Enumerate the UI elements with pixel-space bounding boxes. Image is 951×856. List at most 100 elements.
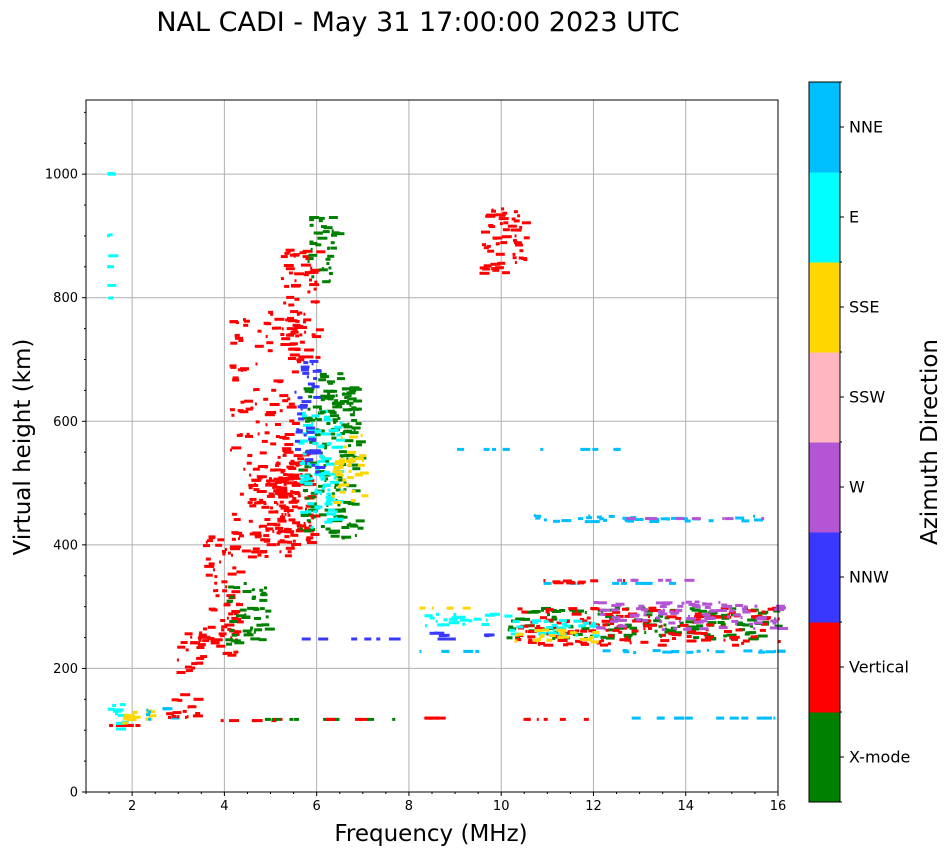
data-point (320, 525, 325, 528)
data-point (304, 348, 315, 352)
data-point (132, 715, 141, 719)
data-point (266, 479, 276, 483)
trace-e (107, 172, 119, 300)
data-point (314, 280, 318, 284)
data-point (309, 528, 316, 531)
trace-sse (514, 628, 600, 644)
data-point (708, 609, 715, 613)
data-point (185, 669, 193, 673)
data-point (300, 405, 308, 409)
data-point (292, 476, 301, 480)
data-point (290, 533, 299, 537)
data-point (227, 653, 237, 657)
data-point (306, 375, 309, 379)
data-point (557, 635, 565, 639)
data-point (584, 520, 591, 524)
data-point (601, 639, 604, 643)
data-point (651, 609, 661, 612)
data-point (648, 608, 656, 612)
data-point (282, 453, 287, 457)
data-point (193, 697, 204, 701)
data-point (578, 619, 588, 623)
data-point (693, 636, 700, 640)
x-tick-label: 14 (677, 799, 694, 814)
data-point (359, 717, 367, 721)
data-point (605, 636, 615, 640)
data-point (222, 589, 228, 593)
data-point (214, 575, 218, 579)
data-point (441, 623, 450, 627)
data-point (233, 586, 241, 590)
data-point (690, 630, 696, 634)
data-point (449, 617, 458, 621)
data-point (263, 397, 269, 401)
data-point (649, 520, 660, 523)
data-point (304, 482, 313, 486)
data-point (542, 628, 549, 632)
data-point (326, 498, 334, 502)
data-point (556, 628, 567, 632)
data-point (185, 715, 187, 719)
data-point (335, 516, 338, 520)
data-point (297, 524, 307, 528)
data-point (663, 623, 667, 627)
data-point (297, 506, 303, 510)
data-point (660, 517, 670, 521)
data-point (756, 716, 767, 720)
data-point (543, 579, 546, 583)
plot-area (86, 100, 778, 792)
data-point (759, 628, 766, 632)
data-point (671, 516, 680, 520)
data-point (270, 506, 273, 510)
data-point (562, 631, 573, 635)
data-point (318, 474, 325, 478)
data-point (342, 478, 347, 482)
data-point (322, 442, 330, 446)
data-point (684, 716, 693, 720)
data-point (249, 497, 257, 501)
y-tick-label: 400 (53, 538, 78, 553)
data-point (343, 425, 353, 429)
data-point (282, 436, 290, 440)
data-point (292, 327, 298, 331)
data-point (277, 519, 287, 523)
data-point (341, 526, 350, 529)
data-point (230, 448, 232, 452)
trace-w (593, 600, 788, 632)
data-point (563, 635, 570, 639)
data-point (204, 564, 215, 568)
data-point (122, 721, 129, 725)
data-point (279, 394, 289, 398)
colorbar-label-x-mode: X-mode (849, 748, 910, 767)
data-point (337, 485, 341, 489)
data-point (309, 440, 316, 444)
data-point (264, 431, 270, 435)
data-point (551, 615, 557, 619)
data-point (617, 618, 627, 622)
data-point (629, 613, 640, 617)
data-point (590, 520, 600, 524)
data-point (325, 495, 335, 499)
data-point (231, 610, 241, 613)
data-point (220, 719, 224, 723)
data-point (748, 622, 753, 626)
data-point (289, 419, 295, 423)
data-point (270, 442, 277, 446)
data-point (233, 518, 241, 521)
data-point (511, 217, 516, 221)
data-point (291, 543, 302, 546)
data-point (665, 578, 672, 582)
data-point (605, 615, 615, 619)
data-point (221, 580, 228, 584)
data-point (536, 624, 541, 628)
data-point (746, 607, 748, 611)
data-point (245, 407, 253, 411)
data-point (578, 624, 587, 628)
data-point (741, 607, 747, 611)
data-point (499, 222, 503, 226)
data-point (215, 543, 223, 547)
data-point (753, 514, 755, 518)
data-point (326, 422, 331, 425)
data-point (264, 586, 267, 590)
data-point (774, 617, 777, 621)
